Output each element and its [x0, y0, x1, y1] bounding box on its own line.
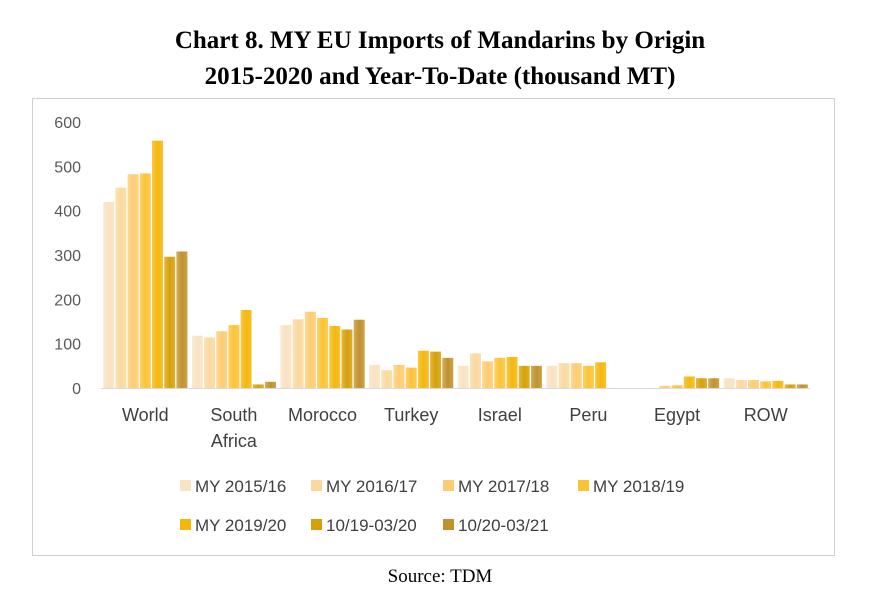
- bar: [671, 385, 683, 388]
- bar: [265, 381, 277, 388]
- legend-swatch: [311, 480, 322, 491]
- y-tick-label: 0: [72, 381, 81, 398]
- bar: [695, 378, 707, 388]
- bar: [393, 364, 405, 388]
- bar: [280, 325, 292, 388]
- bar: [115, 187, 127, 388]
- legend-swatch: [180, 480, 191, 491]
- bar: [735, 380, 747, 388]
- bar: [708, 378, 720, 388]
- chart-area: 0 100 200 300 400 500 600 World South Africa Moroc…: [32, 98, 835, 556]
- bar: [747, 380, 759, 388]
- chart-title-line-2: 2015-2020 and Year-To-Date (thousand MT): [204, 63, 676, 90]
- bar: [252, 384, 264, 388]
- bar: [164, 256, 176, 388]
- legend-label: 10/19-03/20: [326, 516, 417, 535]
- x-tick-label: Turkey: [384, 405, 438, 425]
- bar: [659, 385, 671, 388]
- bar: [341, 329, 353, 388]
- bar-chart: 0 100 200 300 400 500 600 World South Africa Moroc…: [54, 115, 810, 535]
- bar: [191, 335, 203, 388]
- bar: [317, 317, 329, 388]
- legend-label: MY 2019/20: [195, 516, 286, 535]
- legend-label: MY 2018/19: [593, 477, 684, 496]
- bar: [369, 364, 381, 388]
- bar: [329, 325, 341, 388]
- bar: [292, 319, 304, 388]
- y-tick-label: 100: [54, 337, 81, 354]
- legend-label: MY 2017/18: [458, 477, 549, 496]
- bar: [582, 365, 594, 388]
- bar: [595, 362, 607, 388]
- x-tick-label: Morocco: [288, 405, 357, 425]
- bar: [494, 357, 506, 388]
- x-tick-label: ROW: [744, 405, 788, 425]
- y-tick-label: 500: [54, 159, 81, 176]
- legend-swatch: [443, 519, 454, 530]
- bar: [139, 173, 151, 388]
- y-tick-label: 300: [54, 248, 81, 265]
- x-tick-label: Israel: [478, 405, 522, 425]
- x-tick-label: Egypt: [654, 405, 700, 425]
- bar: [442, 357, 454, 388]
- bar: [417, 350, 429, 388]
- bar: [204, 337, 216, 388]
- bar: [176, 251, 188, 388]
- bar: [127, 174, 139, 388]
- bar: [216, 331, 228, 388]
- bar: [506, 356, 518, 388]
- bar: [683, 376, 695, 388]
- legend-swatch: [578, 480, 589, 491]
- legend-swatch: [443, 480, 454, 491]
- y-tick-label: 200: [54, 292, 81, 309]
- bar: [518, 365, 530, 388]
- legend-swatch: [311, 519, 322, 530]
- x-tick-label: Africa: [211, 431, 258, 451]
- bar: [530, 365, 542, 388]
- bar: [304, 311, 316, 388]
- legend-label: MY 2016/17: [326, 477, 417, 496]
- bar: [353, 319, 365, 388]
- bar: [570, 363, 582, 388]
- bar: [723, 378, 735, 388]
- bar: [760, 381, 772, 388]
- bar: [796, 384, 808, 388]
- bar: [482, 361, 494, 388]
- bar: [469, 353, 481, 388]
- x-tick-label: South: [210, 405, 257, 425]
- bar: [152, 140, 164, 388]
- chart-title-line-1: Chart 8. MY EU Imports of Mandarins by O…: [174, 27, 706, 54]
- bar: [784, 384, 796, 388]
- bar: [381, 370, 393, 388]
- y-tick-label: 400: [54, 204, 81, 221]
- legend-label: 10/20-03/21: [458, 516, 549, 535]
- bar: [772, 380, 784, 388]
- bar: [103, 201, 115, 388]
- source-note: Source: TDM: [387, 566, 493, 587]
- x-tick-label: World: [122, 405, 169, 425]
- x-tick-label: Peru: [569, 405, 607, 425]
- bar: [457, 365, 469, 388]
- bar: [546, 365, 558, 388]
- bar: [558, 363, 570, 388]
- legend-swatch: [180, 519, 191, 530]
- bar: [240, 309, 252, 388]
- bar: [228, 325, 240, 388]
- y-tick-label: 600: [54, 115, 81, 132]
- bar: [430, 351, 442, 388]
- legend-label: MY 2015/16: [195, 477, 286, 496]
- bar: [405, 367, 417, 388]
